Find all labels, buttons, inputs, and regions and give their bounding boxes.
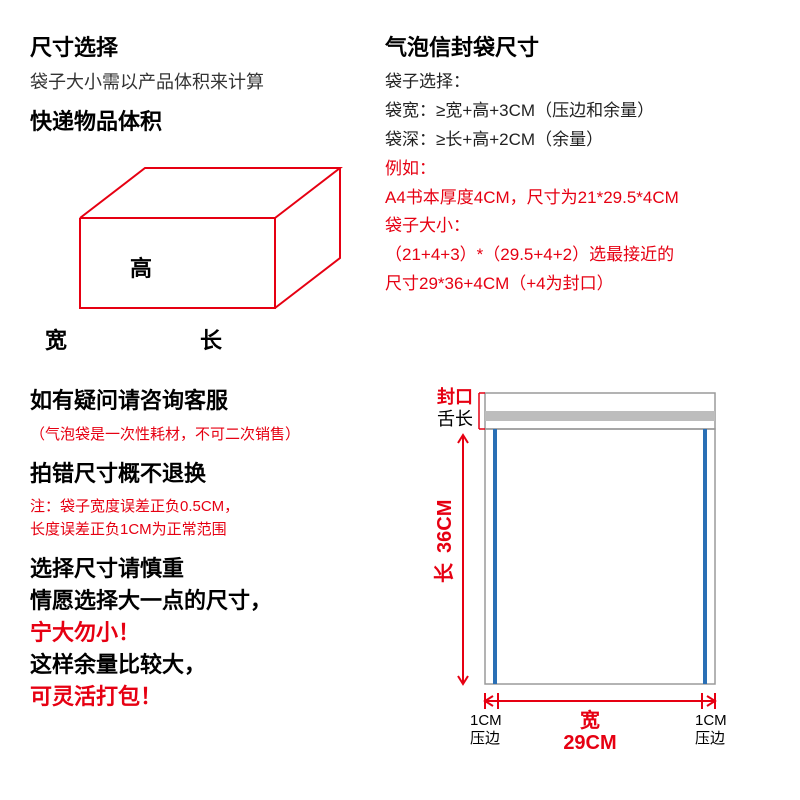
- example-5: 尺寸29*36+4CM（+4为封口）: [385, 270, 770, 299]
- tolerance-note: 注：袋子宽度误差正负0.5CM， 长度误差正负1CM为正常范围: [30, 496, 385, 541]
- caution-block: 选择尺寸请慎重 情愿选择大一点的尺寸， 宁大勿小！ 这样余量比较大， 可灵活打包…: [30, 553, 385, 712]
- seal-label: 封口: [437, 386, 473, 407]
- tongue-label: 舌长: [437, 409, 473, 429]
- example-2: A4书本厚度4CM，尺寸为21*29.5*4CM: [385, 184, 770, 213]
- bottom-left-notes: 如有疑问请咨询客服 （气泡袋是一次性耗材，不可二次销售） 拍错尺寸概不退换 注：…: [30, 383, 385, 758]
- spec-line-1: 袋子选择：: [385, 68, 770, 97]
- volume-title: 快递物品体积: [30, 104, 385, 136]
- length-value: 36CM: [434, 500, 456, 553]
- edge-1cm-right: 1CM: [695, 712, 727, 729]
- edge-press-right: 压边: [695, 730, 725, 747]
- no-return: 拍错尺寸概不退换: [30, 456, 385, 488]
- box-3d-diagram: 高 宽 长: [30, 148, 330, 328]
- bag-diagram: 封口 舌长 长 36CM 1CM 压边 1CM: [385, 383, 770, 758]
- width-label: 宽: [580, 708, 600, 732]
- width-value: 29CM: [563, 732, 616, 753]
- right-column: 气泡信封袋尺寸 袋子选择： 袋宽：≥宽+高+3CM（压边和余量） 袋深：≥长+高…: [385, 30, 770, 328]
- length-label: 长: [433, 562, 456, 583]
- left-column: 尺寸选择 袋子大小需以产品体积来计算 快递物品体积 高 宽 长: [30, 30, 385, 328]
- box-width-label: 宽: [45, 328, 67, 353]
- spec-line-2: 袋宽：≥宽+高+3CM（压边和余量）: [385, 97, 770, 126]
- edge-1cm-left: 1CM: [470, 712, 502, 729]
- size-select-title: 尺寸选择: [30, 30, 385, 62]
- contact-cs: 如有疑问请咨询客服: [30, 383, 385, 415]
- edge-press-left: 压边: [470, 730, 500, 747]
- bag-size-title: 气泡信封袋尺寸: [385, 30, 770, 62]
- box-length-label: 长: [200, 328, 223, 353]
- example-1: 例如：: [385, 155, 770, 184]
- size-select-subtitle: 袋子大小需以产品体积来计算: [30, 68, 385, 94]
- box-height-label: 高: [130, 256, 152, 281]
- consumable-note: （气泡袋是一次性耗材，不可二次销售）: [30, 423, 385, 444]
- example-3: 袋子大小：: [385, 212, 770, 241]
- spec-line-3: 袋深：≥长+高+2CM（余量）: [385, 126, 770, 155]
- example-4: （21+4+3）*（29.5+4+2）选最接近的: [385, 241, 770, 270]
